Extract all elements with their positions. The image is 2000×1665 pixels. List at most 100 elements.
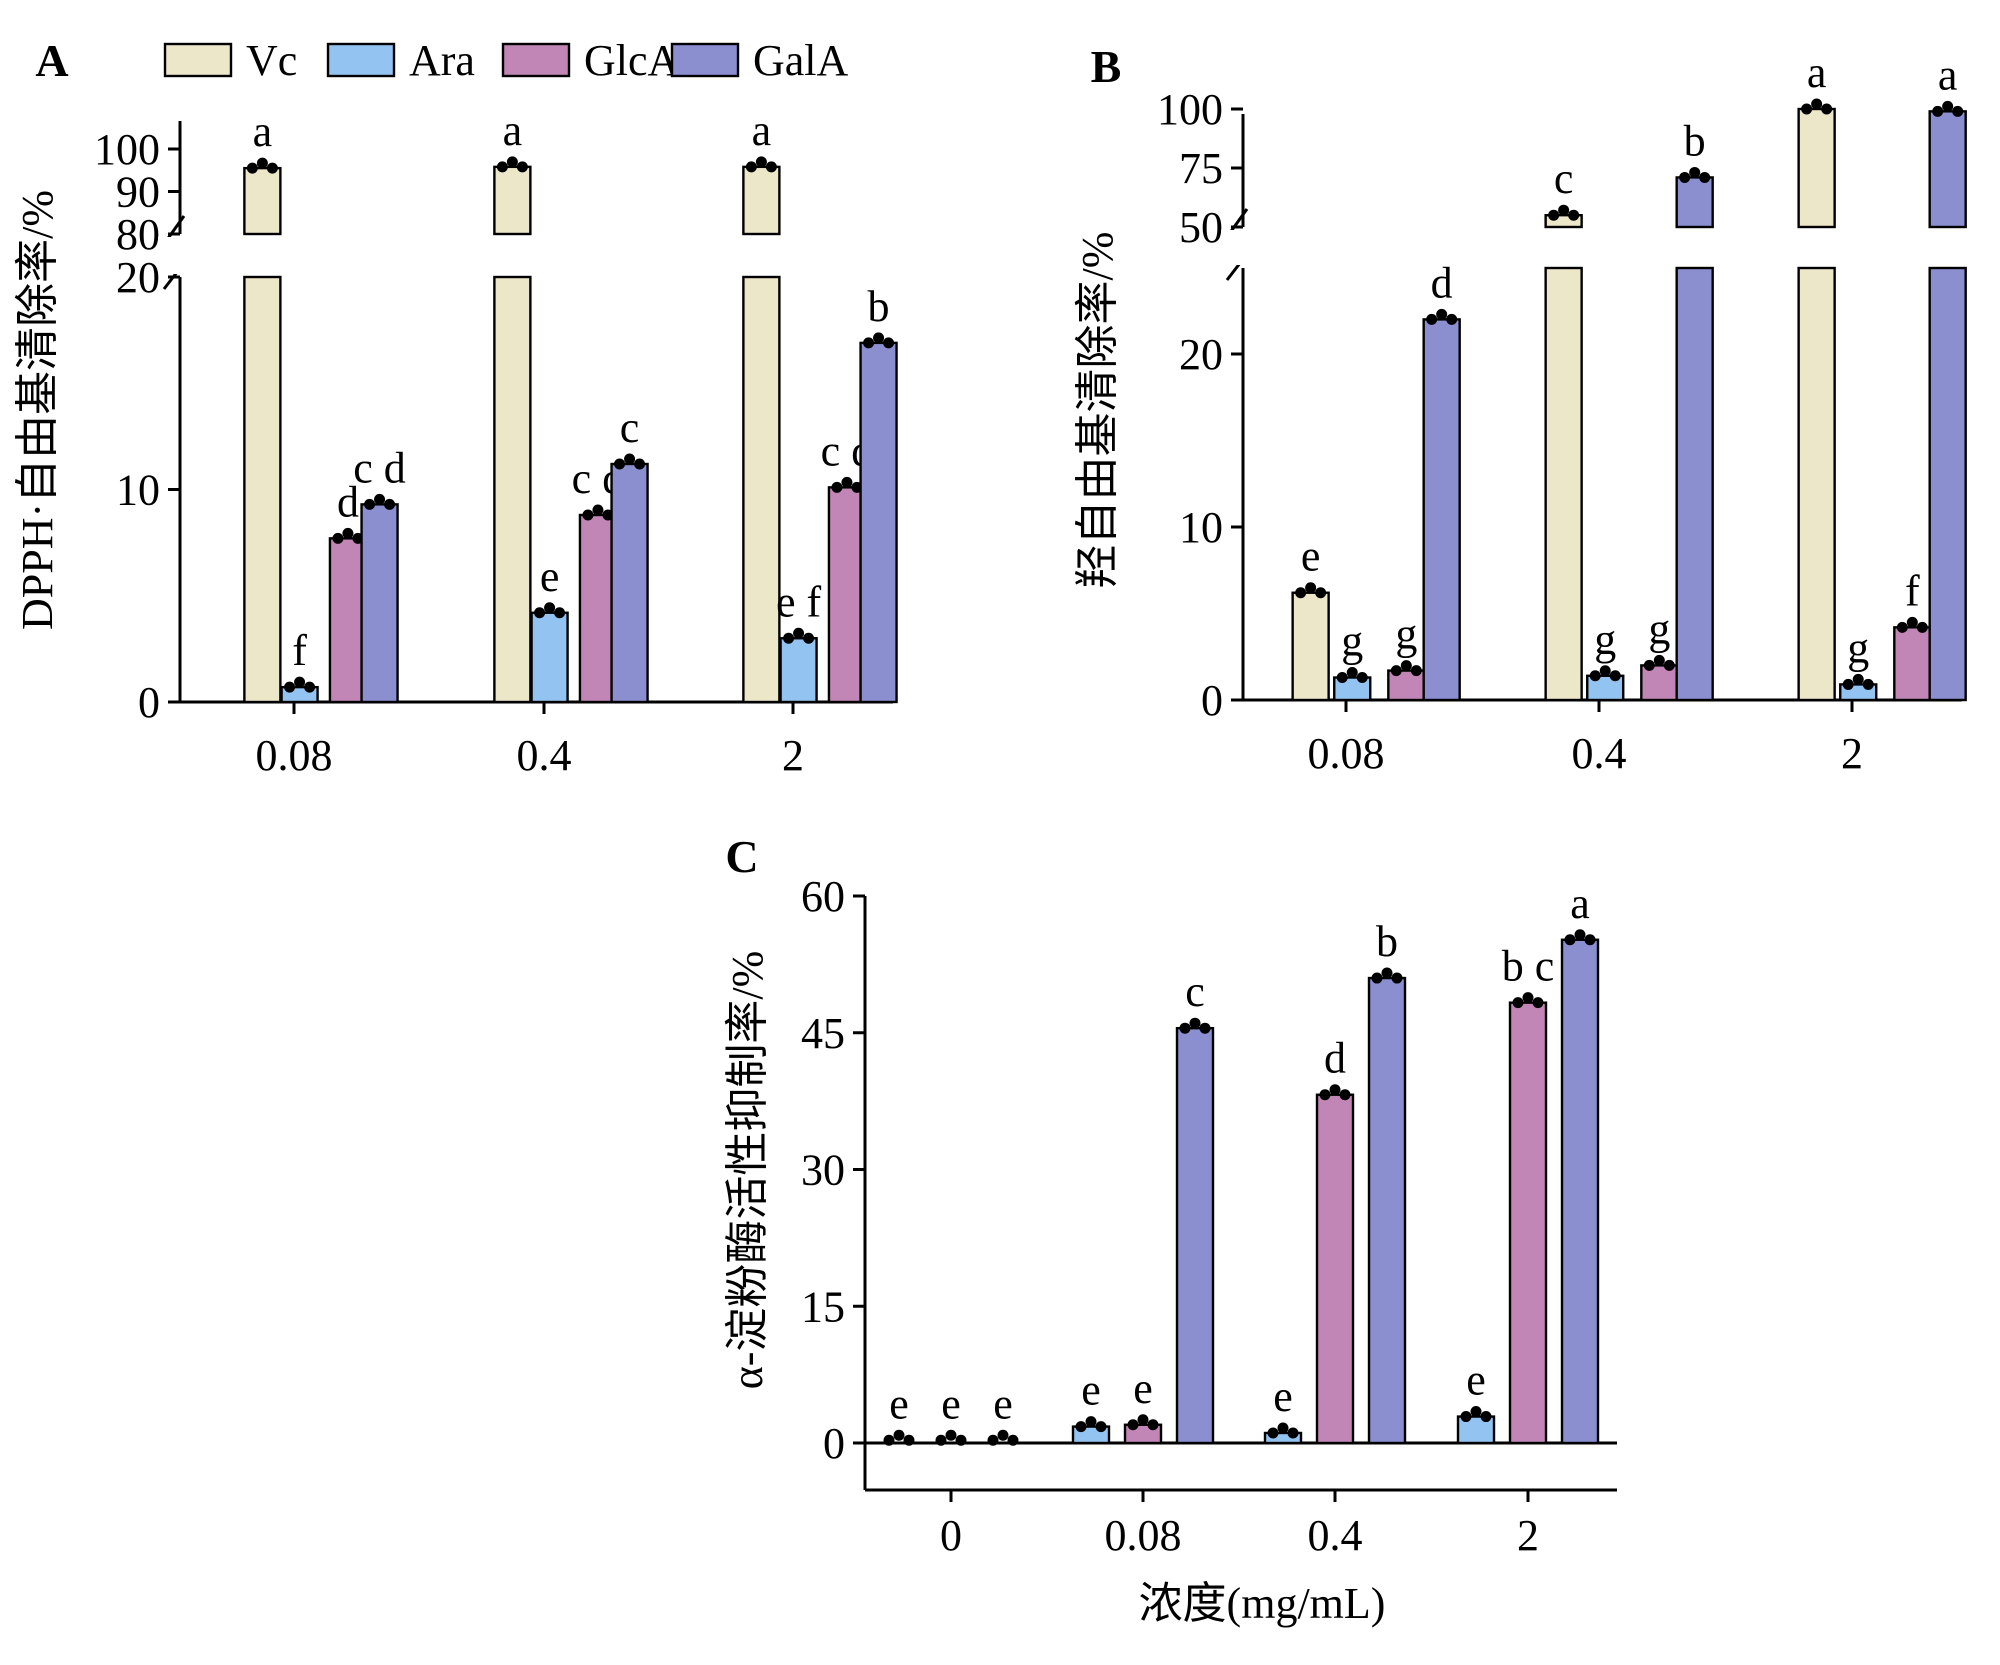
bar-ara-2-replicate-2 [1470,1406,1482,1418]
significance-letter: b [1376,917,1398,966]
significance-letter: f [292,626,307,675]
bar-ara-0.4-replicate-2 [1599,665,1611,677]
y-tick-label: 100 [94,125,160,174]
significance-letter: e [1081,1366,1101,1415]
y-axis-title: α-淀粉酶活性抑制率/% [723,951,772,1390]
bar-gala-0.4-replicate-1 [1371,972,1383,984]
bar-vc-2-replicate-3 [765,161,777,173]
bar-gala-2-replicate-2 [1942,100,1954,112]
significance-letter: b [868,282,890,331]
bar-glca-2-replicate-3 [1532,997,1544,1009]
bar-ara-2-replicate-2 [1852,673,1864,685]
bar-glca-0.4-replicate-3 [1663,659,1675,671]
bar-glca-0.4-replicate-1 [1319,1089,1331,1101]
panel-C-label: C [725,831,758,882]
bar-vc-0.4-replicate-1 [496,161,508,173]
significance-letter: b c [1502,942,1555,991]
bar-glca-0-replicate-1 [935,1434,947,1446]
bar-glca-0.4 [1315,1093,1355,1445]
x-tick-label: 0.08 [256,731,333,780]
y-tick-label: 90 [116,168,160,217]
bar-vc-0.4-upper [493,165,532,236]
significance-letter: e [889,1379,909,1428]
legend-label-glca: GlcA [584,36,680,85]
y-tick-label: 20 [1179,330,1223,379]
significance-letter: g [1648,604,1670,653]
bar-vc-0.08-upper [243,166,282,236]
y-tick-label: 0 [823,1419,845,1468]
axis-break-gap [158,237,901,274]
bar-gala-0.08-replicate-1 [364,498,376,510]
bar-gala-0-replicate-2 [997,1429,1009,1441]
bar-gala-0.4-upper [1675,176,1714,229]
bar-gala-0.4-replicate-1 [1679,171,1691,183]
bar-glca-2-replicate-2 [1906,616,1918,628]
bar-glca-0.08-replicate-1 [332,532,344,544]
bar-gala-0.08 [360,503,399,704]
bar-vc-0.4-lower [493,275,532,704]
bar-glca-0-replicate-2 [945,1429,957,1441]
bar-ara-0.4-replicate-1 [1589,670,1601,682]
significance-letter: f [1905,566,1920,615]
bar-ara-0.08-replicate-2 [294,676,306,688]
panel-A-label: A [35,35,68,86]
bar-gala-2 [1560,938,1600,1445]
significance-letter: e [540,552,560,601]
bar-ara-0.08-replicate-2 [1085,1416,1097,1428]
significance-letter: e f [776,577,822,626]
bar-ara-0.4-replicate-2 [1277,1422,1289,1434]
axis-break-gap [1221,230,1970,265]
bar-glca-0.4-replicate-2 [1329,1084,1341,1096]
bar-gala-0.4 [610,462,649,704]
bar-ara-2-replicate-2 [793,627,805,639]
bar-ara-0.08-replicate-1 [1336,672,1348,684]
bar-ara-0.08-replicate-1 [1075,1421,1087,1433]
bar-glca-0.08-replicate-2 [1137,1414,1149,1426]
y-axis-title: DPPH·自由基清除率/% [13,190,62,630]
bar-ara-2-replicate-1 [1460,1411,1472,1423]
bar-gala-0.4 [1367,976,1407,1445]
legend-label-ara: Ara [409,36,475,85]
bar-gala-0.08-replicate-3 [384,498,396,510]
bar-gala-0.4-lower [1675,266,1714,702]
x-tick-label: 2 [1841,729,1863,778]
bar-gala-0.08-replicate-1 [1426,313,1438,325]
y-tick-label: 75 [1179,144,1223,193]
bar-glca-2 [827,486,867,704]
significance-letter: a [253,107,273,156]
bar-gala-2-replicate-3 [883,337,895,349]
significance-letter: c d [353,443,406,492]
x-tick-label: 0 [940,1511,962,1560]
bar-gala-2-upper [1928,110,1967,229]
bar-glca-2-replicate-2 [841,476,853,488]
bar-glca-2-replicate-1 [1512,997,1524,1009]
x-tick-label: 2 [782,731,804,780]
bar-gala-2-replicate-1 [863,337,875,349]
bar-glca-0.4-replicate-1 [582,509,594,521]
x-tick-label: 2 [1517,1511,1539,1560]
bar-vc-2-upper [1797,107,1836,229]
panel-B-label: B [1091,41,1122,92]
bar-vc-2-replicate-1 [1801,103,1813,115]
significance-letter: d [337,477,359,526]
significance-letter: a [1807,48,1827,97]
bar-gala-2-lower [1928,266,1967,702]
bar-vc-0.08-replicate-2 [1305,582,1317,594]
significance-letter: a [503,106,523,155]
bar-ara-0.4-replicate-1 [534,607,546,619]
bar-vc-0.4-lower [1544,266,1583,702]
bar-gala-0-replicate-1 [987,1434,999,1446]
bar-vc-0.08-replicate-3 [266,162,278,174]
x-tick-label: 0.4 [1308,1511,1363,1560]
bar-gala-2 [859,341,898,704]
bar-glca-0.4 [578,513,618,704]
y-tick-label: 45 [801,1009,845,1058]
bar-gala-0.08 [1175,1026,1215,1445]
bar-ara-0.08-replicate-3 [1356,672,1368,684]
y-tick-label: 100 [1157,85,1223,134]
y-tick-label: 60 [801,872,845,921]
bar-ara-0-replicate-3 [903,1434,915,1446]
significance-letter: g [1847,623,1869,672]
bar-vc-2-replicate-1 [745,161,757,173]
